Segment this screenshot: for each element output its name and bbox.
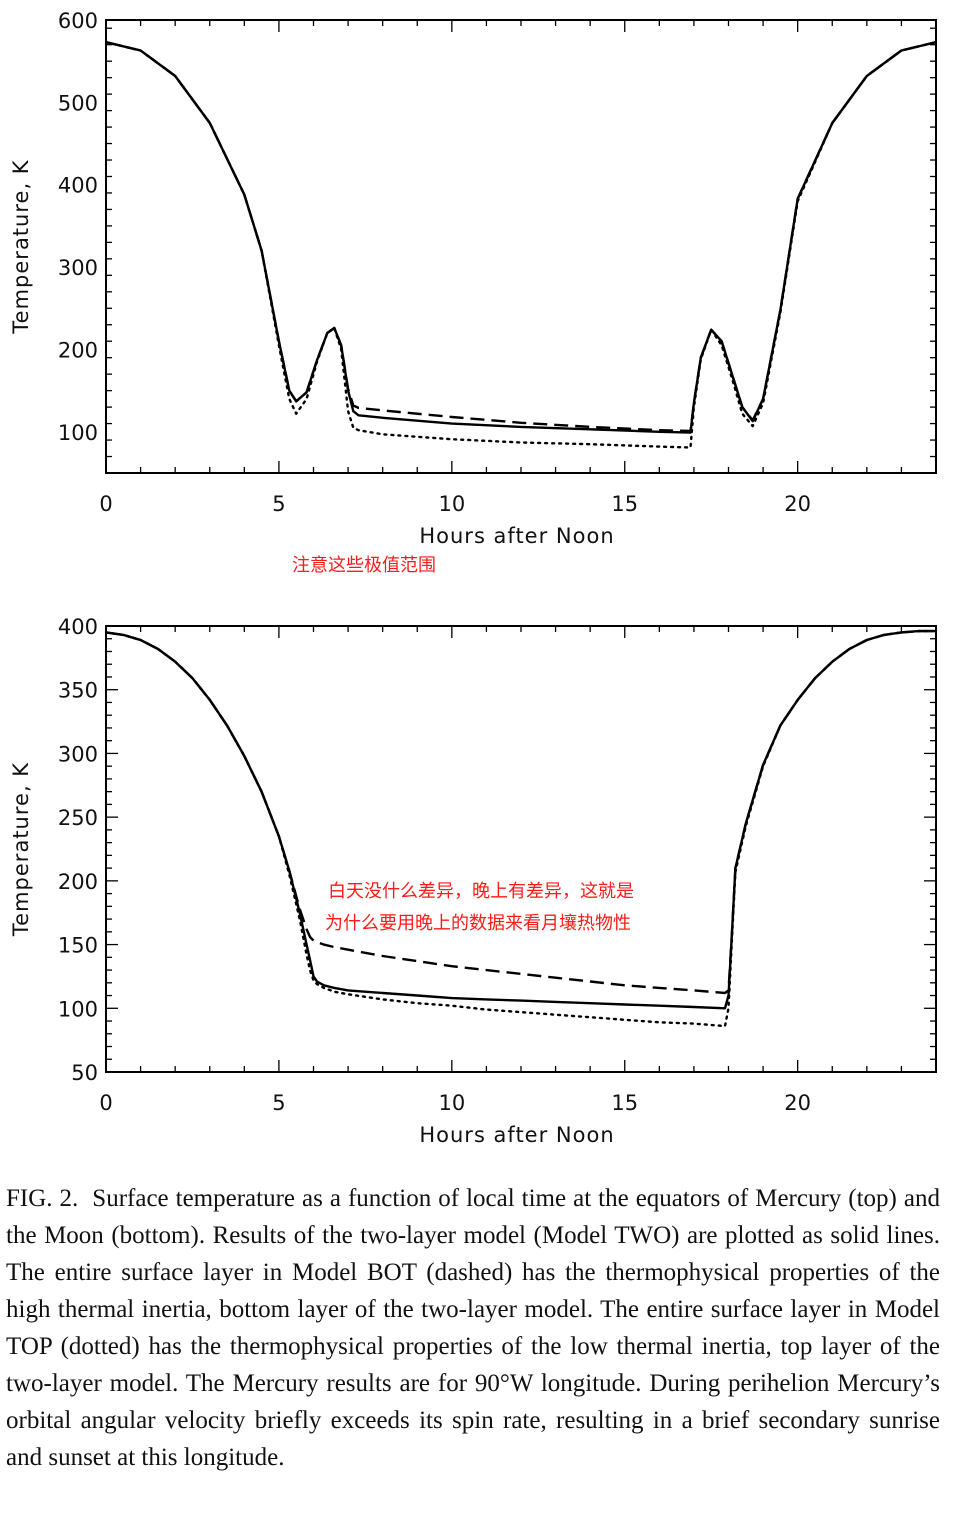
top-annotation: 注意这些极值范围	[292, 555, 436, 576]
bottom-series-dotted	[106, 629, 936, 1028]
top-y-tick-label: 300	[58, 256, 98, 280]
top-x-tick-label: 15	[611, 492, 638, 516]
bottom-x-tick-label: 15	[611, 1091, 638, 1115]
top-y-tick-label: 600	[58, 9, 98, 33]
top-series-dashed	[106, 41, 936, 433]
bottom-y-tick-label: 250	[58, 806, 98, 830]
bottom-y-tick-label: 350	[58, 679, 98, 703]
top-x-tick-label: 0	[99, 492, 112, 516]
bottom-y-tick-label: 150	[58, 934, 98, 958]
bottom-y-tick-label: 100	[58, 997, 98, 1021]
bottom-x-tick-label: 20	[784, 1091, 811, 1115]
top-y-tick-label: 400	[58, 174, 98, 198]
bottom-y-tick-label: 200	[58, 870, 98, 894]
bottom-annotation-line-1: 白天没什么差异，晚上有差异，这就是	[328, 881, 634, 902]
figure-caption: FIG. 2. Surface temperature as a function…	[6, 1180, 940, 1476]
bottom-plot-frame	[105, 625, 937, 1073]
top-x-axis-label: Hours after Noon	[419, 524, 614, 548]
bottom-y-axis-label: Temperature, K	[9, 762, 33, 937]
top-y-tick-label: 100	[58, 421, 98, 445]
bottom-annotation-line-2: 为什么要用晚上的数据来看月壤热物性	[325, 913, 631, 934]
bottom-x-tick-label: 5	[272, 1091, 285, 1115]
bottom-x-tick-label: 10	[438, 1091, 465, 1115]
top-plot-frame	[105, 19, 937, 474]
top-y-tick-label: 200	[58, 338, 98, 362]
bottom-y-tick-label: 50	[71, 1061, 98, 1085]
caption-text: Surface temperature as a function of loc…	[6, 1185, 940, 1471]
bottom-series-solid	[106, 629, 936, 1010]
top-x-tick-label: 20	[784, 492, 811, 516]
top-y-tick-label: 500	[58, 91, 98, 115]
moon-temperature-chart: 0 5 10 15 20 50 100 150 200 250 300 350 400 Hours aft…	[9, 615, 937, 1147]
figure-label: FIG. 2.	[6, 1185, 79, 1212]
bottom-y-tick-label: 300	[58, 742, 98, 766]
bottom-y-tick-label: 400	[58, 615, 98, 639]
bottom-x-tick-label: 0	[99, 1091, 112, 1115]
top-series-solid	[106, 41, 936, 434]
bottom-x-axis-label: Hours after Noon	[419, 1123, 614, 1147]
top-series-dotted	[106, 41, 936, 449]
top-x-tick-label: 5	[272, 492, 285, 516]
top-y-axis-label: Temperature, K	[9, 159, 33, 334]
top-x-tick-label: 10	[438, 492, 465, 516]
mercury-temperature-chart: 0 5 10 15 20 100 200 300 400 500 600 Hours after No…	[9, 9, 937, 548]
